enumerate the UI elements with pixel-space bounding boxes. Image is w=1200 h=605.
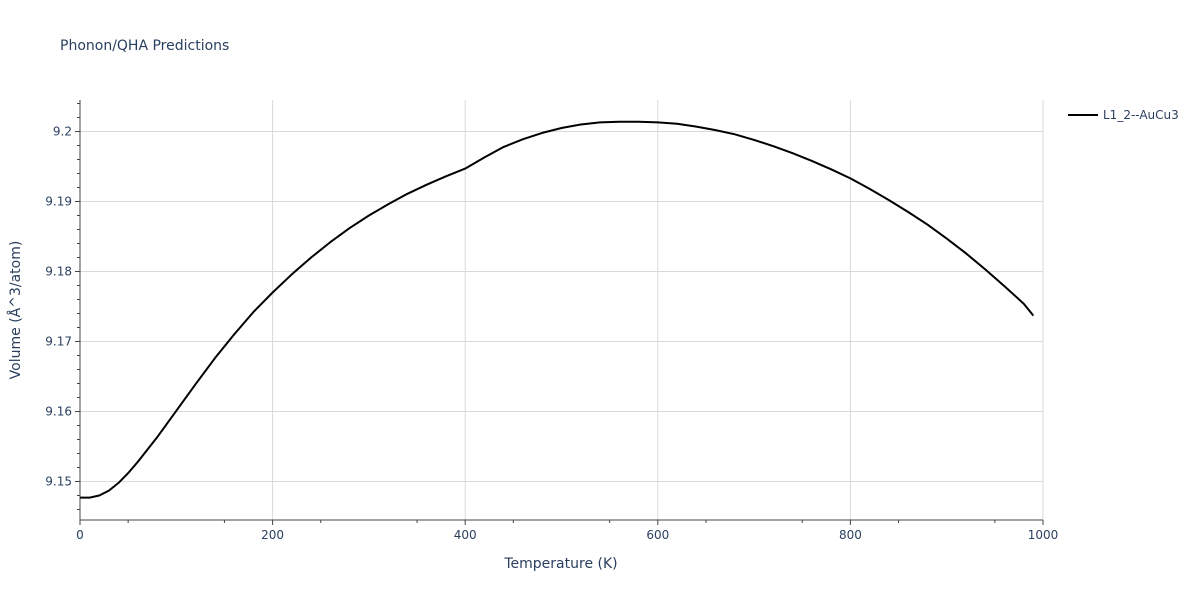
- y-tick-label: 9.18: [45, 265, 72, 279]
- x-tick-label: 1000: [1028, 528, 1059, 542]
- y-tick-label: 9.17: [45, 335, 72, 349]
- y-tick-label: 9.2: [53, 125, 72, 139]
- y-tick-label: 9.15: [45, 475, 72, 489]
- x-tick-label: 400: [454, 528, 477, 542]
- series-layer: [80, 120, 1035, 499]
- chart-title: Phonon/QHA Predictions: [60, 38, 229, 54]
- x-tick-label: 200: [261, 528, 284, 542]
- x-tick-label: 600: [646, 528, 669, 542]
- y-tick-label: 9.19: [45, 195, 72, 209]
- legend-label: L1_2--AuCu3: [1103, 108, 1179, 122]
- x-axis-title: Temperature (K): [503, 556, 617, 572]
- y-tick-label: 9.16: [45, 405, 72, 419]
- x-tick-label: 0: [76, 528, 84, 542]
- x-tick-label: 800: [839, 528, 862, 542]
- grid: [80, 100, 1044, 520]
- series-line: [80, 120, 1035, 499]
- legend: L1_2--AuCu3: [1068, 108, 1179, 122]
- y-axis-title: Volume (Å^3/atom): [7, 241, 24, 380]
- axes: 0 200 400 600 800 1000 9.15 9.16 9.17 9.18 9.19 9.2: [45, 100, 1058, 542]
